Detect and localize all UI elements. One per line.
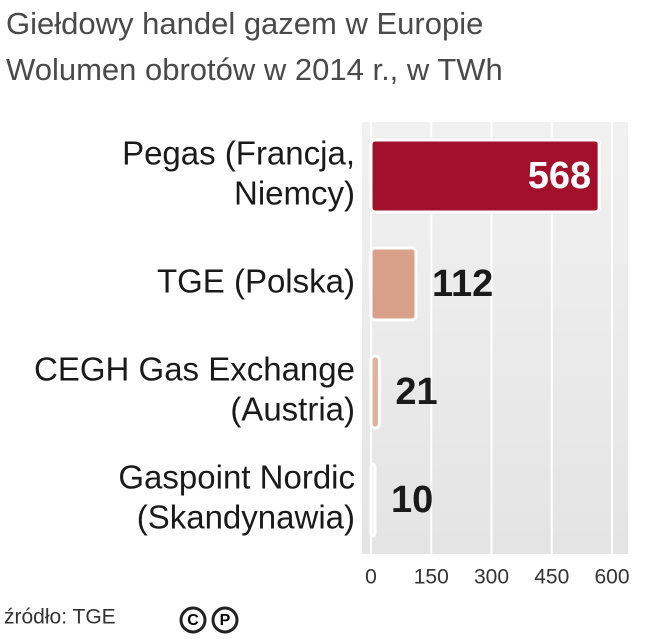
source: źródło: TGE <box>4 606 116 629</box>
chart-title: Giełdowy handel gazem w Europie <box>6 6 483 41</box>
x-tick-label: 450 <box>534 566 569 589</box>
icon-circle <box>179 606 207 634</box>
value-label: 568 <box>528 155 591 197</box>
y-tick-label: TGE (Polska) <box>157 263 355 300</box>
bar <box>369 462 377 538</box>
icon-circle <box>211 606 239 634</box>
bar <box>369 246 418 322</box>
bar <box>369 354 381 430</box>
license: C P <box>179 606 239 634</box>
x-tick-label: 150 <box>414 566 449 589</box>
x-tick-label: 0 <box>365 566 377 589</box>
y-tick-label: (Skandynawia) <box>137 499 355 536</box>
y-tick-label: Niemcy) <box>234 175 355 212</box>
chart-subtitle: Wolumen obrotów w 2014 r., w TWh <box>6 52 503 87</box>
y-tick-label: CEGH Gas Exchange <box>34 351 355 388</box>
y-tick-label: (Austria) <box>230 391 355 428</box>
bar <box>369 138 601 214</box>
value-label: 10 <box>391 479 433 521</box>
x-tick-label: 600 <box>594 566 629 589</box>
y-tick-label: Gaspoint Nordic <box>118 459 355 496</box>
x-tick-label: 300 <box>474 566 509 589</box>
icon-letter: P <box>220 612 231 629</box>
icon-letter: C <box>187 612 199 629</box>
value-label: 21 <box>395 371 437 413</box>
value-label: 112 <box>432 263 493 305</box>
y-tick-label: Pegas (Francja, <box>122 135 355 172</box>
